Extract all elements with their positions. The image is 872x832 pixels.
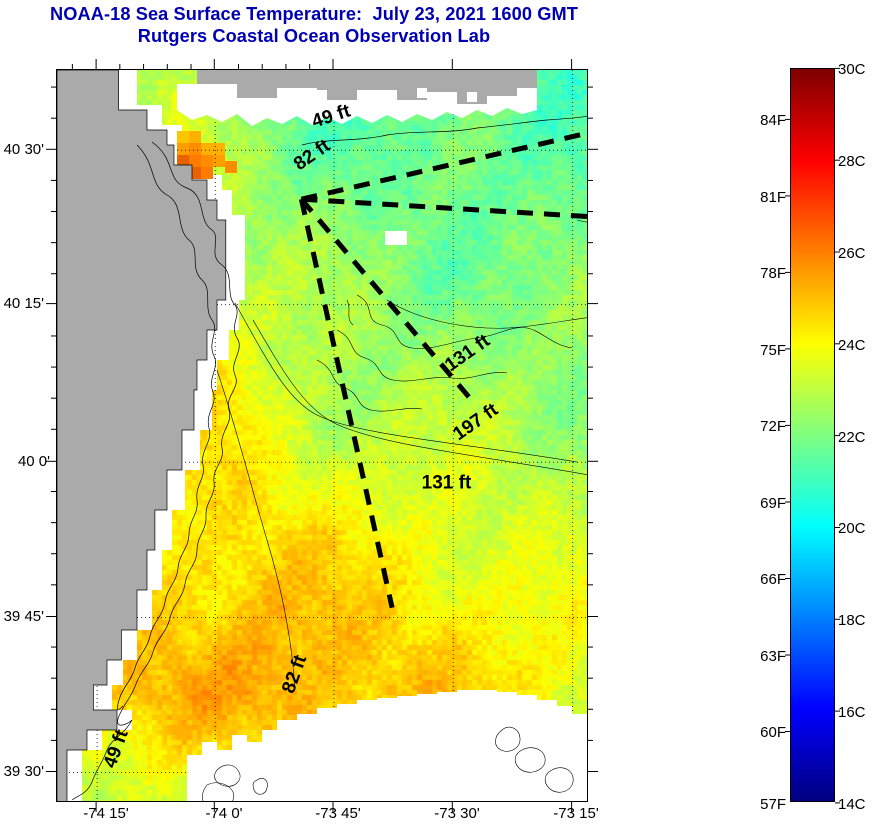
svg-text:131 ft: 131 ft xyxy=(441,330,494,376)
svg-text:131 ft: 131 ft xyxy=(422,472,472,493)
svg-text:197 ft: 197 ft xyxy=(449,399,502,445)
svg-text:49 ft: 49 ft xyxy=(100,726,133,771)
svg-text:82 ft: 82 ft xyxy=(278,652,311,697)
